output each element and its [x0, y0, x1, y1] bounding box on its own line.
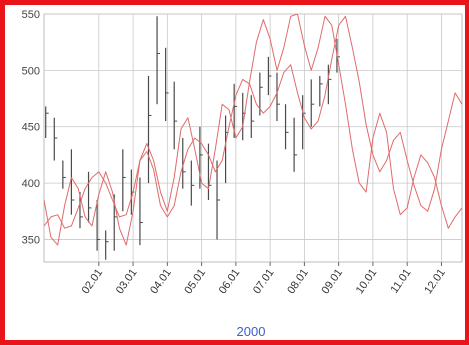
cycle-line-1	[44, 14, 462, 246]
x-tick-label: 11.01	[388, 267, 413, 296]
x-tick-label: 02.01	[80, 267, 106, 296]
x-tick-label: 05.01	[182, 267, 208, 296]
x-tick-label: 03.01	[114, 267, 140, 296]
x-tick-label: 09.01	[319, 267, 345, 296]
x-tick-label: 06.01	[217, 267, 243, 296]
y-tick-label: 400	[22, 178, 40, 190]
x-tick-label: 10.01	[354, 267, 380, 296]
x-axis: 02.01 03.01 04.01 05.01 06.01 07.01 08.01 09.01…	[80, 262, 448, 296]
y-axis: 350 400 450 500 550	[22, 9, 40, 246]
x-tick-label: 04.01	[148, 267, 174, 296]
y-tick-label: 500	[22, 65, 40, 77]
plot-area	[43, 13, 463, 263]
x-tick-label: 12.01	[422, 267, 448, 296]
y-tick-label: 550	[22, 9, 40, 21]
x-axis-label: 2000	[237, 324, 266, 339]
series-layer	[44, 14, 462, 260]
y-tick-label: 450	[22, 122, 40, 134]
y-tick-label: 350	[22, 234, 40, 246]
x-tick-label: 08.01	[285, 267, 311, 296]
cycle-line-2	[44, 15, 462, 229]
grid	[43, 13, 463, 263]
x-tick-label: 07.01	[251, 267, 277, 296]
